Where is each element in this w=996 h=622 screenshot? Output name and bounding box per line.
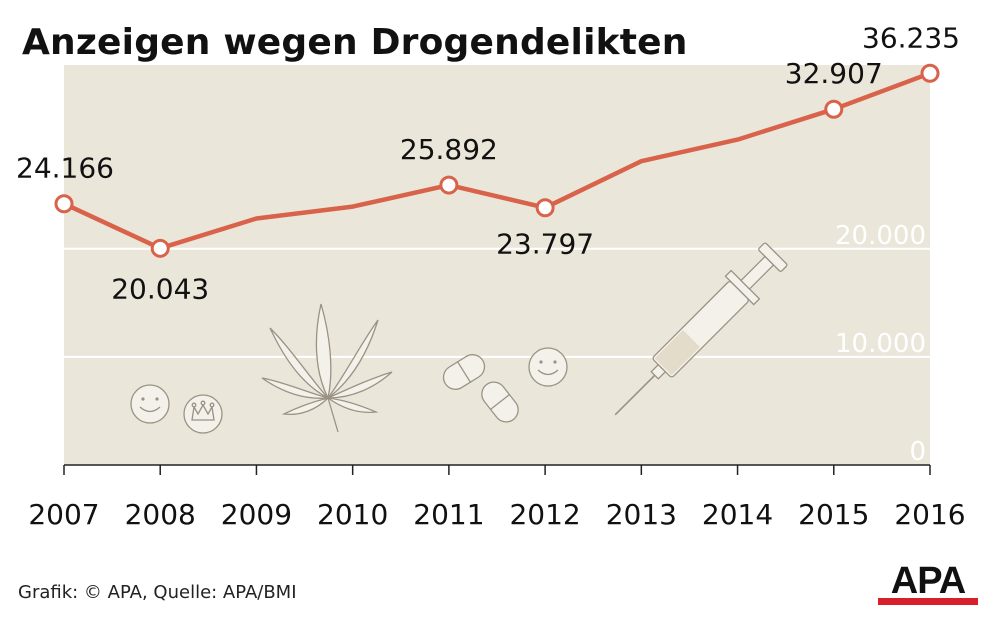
apa-logo-text: APA — [890, 560, 966, 602]
x-tick-label: 2016 — [894, 498, 965, 531]
data-points — [54, 63, 940, 258]
x-tick-label: 2013 — [606, 498, 677, 531]
data-label: 25.892 — [400, 133, 498, 166]
y-tick-label: 10.000 — [835, 329, 926, 359]
data-point — [824, 99, 844, 119]
smiley-pill-icon — [528, 347, 568, 387]
data-point — [150, 238, 170, 258]
data-point — [54, 194, 74, 214]
data-point — [439, 175, 459, 195]
x-tick-label: 2011 — [413, 498, 484, 531]
cannabis-leaf-icon — [261, 303, 393, 433]
x-tick-label: 2010 — [317, 498, 388, 531]
data-point — [535, 198, 555, 218]
x-axis: 2007 2008 2009 2010 2011 2012 2013 2014 2015 2016 — [28, 464, 966, 531]
apa-logo-bar — [878, 598, 978, 605]
source-note: Grafik: © APA, Quelle: APA/BMI — [18, 582, 297, 603]
gridlines — [64, 247, 930, 358]
smiley-pill-icon — [130, 384, 170, 424]
x-tick-label: 2009 — [221, 498, 292, 531]
y-tick-labels: 0 10.000 20.000 — [835, 221, 926, 467]
data-label: 24.166 — [16, 152, 114, 185]
data-label: 32.907 — [785, 57, 883, 90]
x-tick-label: 2007 — [28, 498, 99, 531]
data-label: 20.043 — [111, 272, 209, 305]
drug-illustrations — [130, 242, 788, 434]
x-tick-label: 2015 — [798, 498, 869, 531]
series-line — [63, 71, 931, 251]
x-tick-label: 2012 — [509, 498, 580, 531]
data-point — [920, 63, 940, 83]
x-tick-label: 2008 — [125, 498, 196, 531]
x-tick-label: 2014 — [702, 498, 773, 531]
y-tick-label: 20.000 — [835, 221, 926, 251]
data-label: 36.235 — [862, 21, 960, 54]
capsule-icon — [481, 381, 519, 423]
y-tick-label: 0 — [909, 437, 926, 467]
syringe-icon — [614, 242, 788, 416]
crown-pill-icon — [183, 394, 223, 434]
data-label: 23.797 — [496, 228, 594, 261]
capsule-icon — [442, 354, 486, 390]
apa-logo: APA — [878, 560, 978, 606]
chart-title: Anzeigen wegen Drogendelikten — [22, 22, 688, 63]
